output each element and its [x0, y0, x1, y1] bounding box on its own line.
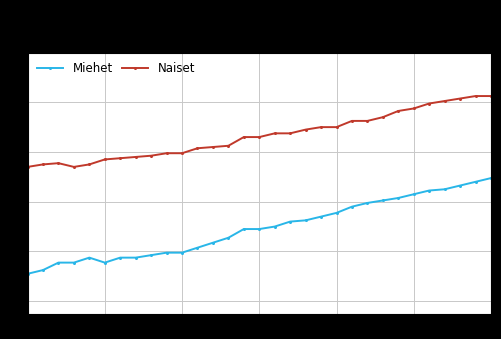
- Miehet: [380, 198, 386, 202]
- Naiset: [303, 127, 309, 132]
- Miehet: [179, 251, 185, 255]
- Miehet: [71, 261, 77, 265]
- Miehet: [164, 251, 170, 255]
- Miehet: [472, 180, 478, 184]
- Naiset: [257, 135, 263, 139]
- Naiset: [426, 101, 432, 105]
- Naiset: [25, 165, 31, 169]
- Legend: Miehet, Naiset: Miehet, Naiset: [34, 58, 198, 79]
- Miehet: [194, 246, 200, 250]
- Naiset: [56, 161, 62, 165]
- Miehet: [442, 187, 448, 191]
- Miehet: [287, 220, 293, 224]
- Naiset: [395, 109, 401, 113]
- Naiset: [148, 154, 154, 158]
- Naiset: [133, 155, 139, 159]
- Naiset: [71, 165, 77, 169]
- Miehet: [86, 256, 92, 260]
- Naiset: [349, 119, 355, 123]
- Miehet: [426, 188, 432, 193]
- Miehet: [133, 256, 139, 260]
- Naiset: [194, 146, 200, 150]
- Miehet: [225, 236, 231, 240]
- Naiset: [179, 151, 185, 155]
- Miehet: [364, 201, 370, 205]
- Naiset: [457, 97, 463, 101]
- Miehet: [257, 227, 263, 231]
- Miehet: [210, 241, 216, 245]
- Naiset: [472, 94, 478, 98]
- Naiset: [488, 94, 494, 98]
- Miehet: [488, 176, 494, 180]
- Miehet: [334, 211, 340, 215]
- Naiset: [334, 125, 340, 129]
- Naiset: [117, 156, 123, 160]
- Miehet: [56, 261, 62, 265]
- Line: Naiset: Naiset: [26, 95, 492, 168]
- Naiset: [272, 131, 278, 135]
- Miehet: [349, 205, 355, 209]
- Miehet: [272, 224, 278, 228]
- Naiset: [86, 162, 92, 166]
- Miehet: [241, 227, 247, 231]
- Miehet: [457, 183, 463, 187]
- Miehet: [102, 261, 108, 265]
- Naiset: [380, 115, 386, 119]
- Naiset: [411, 106, 417, 111]
- Naiset: [442, 99, 448, 103]
- Line: Miehet: Miehet: [26, 177, 492, 275]
- Naiset: [102, 157, 108, 161]
- Miehet: [148, 253, 154, 257]
- Naiset: [210, 145, 216, 149]
- Miehet: [303, 218, 309, 222]
- Naiset: [164, 151, 170, 155]
- Naiset: [40, 162, 46, 166]
- Miehet: [117, 256, 123, 260]
- Miehet: [25, 272, 31, 276]
- Naiset: [287, 131, 293, 135]
- Miehet: [395, 196, 401, 200]
- Miehet: [411, 192, 417, 196]
- Naiset: [225, 144, 231, 148]
- Miehet: [318, 215, 324, 219]
- Naiset: [318, 125, 324, 129]
- Miehet: [40, 268, 46, 272]
- Naiset: [241, 135, 247, 139]
- Naiset: [364, 119, 370, 123]
